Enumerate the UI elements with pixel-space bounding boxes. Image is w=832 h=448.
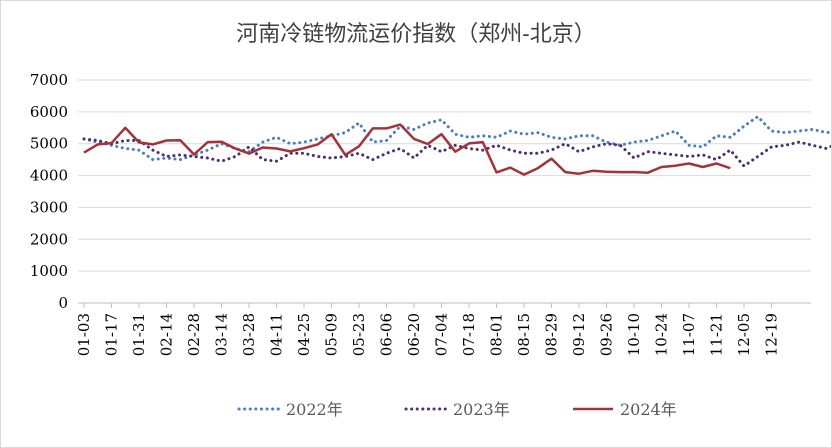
x-tick-label: 04-11 [268, 313, 286, 356]
x-tick-label: 08-01 [488, 313, 506, 356]
legend-label: 2023年 [453, 400, 510, 419]
x-tick-label: 10-10 [625, 313, 643, 356]
chart-title: 河南冷链物流运价指数（郑州-北京） [236, 22, 595, 47]
y-tick-label: 2000 [30, 230, 68, 248]
series-line-2024年 [83, 123, 731, 176]
x-tick-label: 01-03 [75, 313, 93, 356]
gridlines [78, 79, 811, 304]
y-tick-label: 7000 [30, 71, 68, 89]
y-tick-label: 1000 [30, 262, 68, 280]
x-tick-label: 01-31 [130, 313, 148, 356]
x-tick-label: 06-06 [378, 313, 396, 356]
x-tick-label: 05-23 [350, 313, 368, 356]
x-tick-label: 10-24 [653, 313, 671, 356]
legend-label: 2024年 [620, 400, 677, 419]
x-tick-label: 01-17 [103, 313, 121, 356]
x-tick-label: 06-20 [405, 313, 423, 356]
x-tick-label: 02-28 [185, 313, 203, 356]
series-group [82, 115, 831, 176]
x-tick-label: 09-26 [598, 313, 616, 356]
y-tick-label: 0 [58, 294, 68, 312]
x-tick-label: 11-21 [708, 313, 726, 356]
x-tick-label: 07-18 [460, 313, 478, 356]
y-tick-label: 4000 [30, 167, 68, 185]
x-tick-label: 12-05 [735, 313, 753, 356]
legend-label: 2022年 [286, 400, 343, 419]
y-tick-label: 6000 [30, 103, 68, 121]
series-line-2022年 [82, 115, 831, 162]
y-tick-label: 3000 [30, 198, 68, 216]
x-tick-label: 07-04 [433, 313, 451, 356]
x-tick-label: 08-15 [515, 313, 533, 356]
y-tick-label: 5000 [30, 135, 68, 153]
series-line-2023年 [82, 137, 831, 168]
x-tick-label: 08-29 [543, 313, 561, 356]
x-tick-label: 05-09 [323, 313, 341, 356]
x-axis: 01-03 01-17 01-31 02-14 02-28 03-14 03-28 04-11… [75, 303, 781, 356]
x-tick-label: 11-07 [680, 313, 698, 356]
x-tick-label: 09-12 [570, 313, 588, 356]
x-tick-label: 03-14 [213, 313, 231, 356]
y-axis: 0 1000 2000 3000 4000 5000 6000 7000 [30, 71, 68, 312]
x-tick-label: 02-14 [158, 313, 176, 356]
x-tick-label: 03-28 [240, 313, 258, 356]
legend: 2022年 2023年 2024年 [237, 400, 677, 419]
x-tick-label: 12-19 [763, 313, 781, 356]
x-tick-label: 04-25 [295, 313, 313, 356]
